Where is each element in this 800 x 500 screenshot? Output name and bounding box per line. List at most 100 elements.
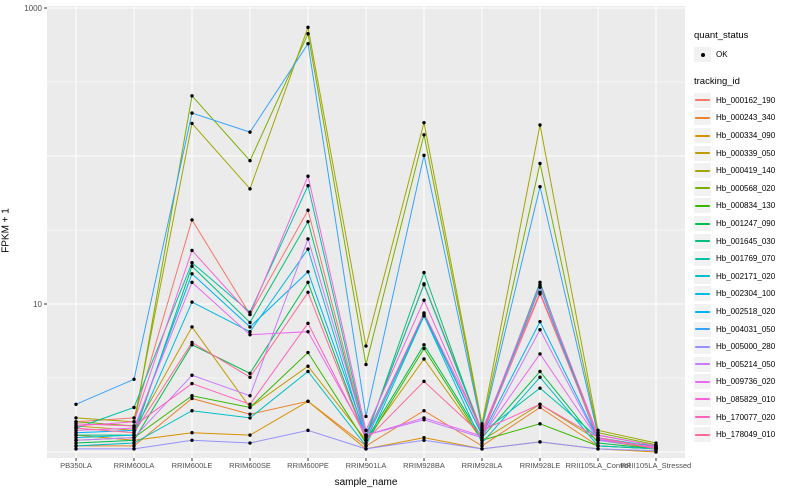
data-point: [248, 375, 252, 379]
data-point: [538, 280, 542, 285]
legend-item-label: Hb_005000_280: [716, 342, 776, 352]
data-point: [248, 412, 252, 416]
data-point: [74, 438, 78, 442]
x-tick-label: RRIM600PE: [287, 461, 329, 470]
point-icon: [700, 52, 705, 57]
series-color-line: [695, 116, 710, 119]
legend-tracking-id-items: Hb_000162_190 Hb_000243_340 Hb_000334_090 H…: [694, 92, 800, 444]
data-point: [306, 270, 310, 274]
y-tick-label: 1000: [24, 3, 42, 13]
data-point: [248, 416, 252, 420]
legend-item: Hb_001645_030: [694, 232, 800, 250]
legend-quant-status-title: quant_status: [694, 30, 749, 41]
series-color-line: [695, 380, 710, 383]
data-point: [538, 161, 542, 166]
line-swatch-key: [694, 286, 711, 302]
data-point: [132, 438, 136, 442]
legend-item-label: Hb_004031_050: [716, 324, 776, 334]
data-point: [248, 187, 252, 191]
series-color-line: [695, 152, 710, 155]
data-point: [422, 343, 426, 347]
data-point: [480, 428, 484, 433]
data-point: [422, 416, 426, 420]
data-point: [364, 433, 368, 437]
data-point: [422, 270, 426, 275]
data-point: [654, 447, 658, 451]
data-point: [248, 402, 252, 407]
data-point: [74, 416, 78, 420]
data-point: [132, 444, 136, 448]
data-point: [364, 435, 368, 440]
data-point: [190, 343, 194, 347]
data-point: [422, 435, 426, 440]
data-point: [422, 311, 426, 315]
data-point: [306, 208, 310, 212]
data-point: [538, 402, 542, 407]
legend-item: Hb_000834_130: [694, 197, 800, 215]
line-swatch-key: [694, 304, 711, 320]
legend-item-label: Hb_009736_020: [716, 377, 776, 387]
data-point: [248, 333, 252, 337]
legend-item: Hb_000243_340: [694, 109, 800, 127]
data-point: [306, 428, 310, 433]
legend: quant_status OK tracking_id Hb_000162_19…: [694, 30, 800, 443]
legend-item-label: Hb_170077_020: [716, 412, 776, 422]
data-point: [190, 381, 194, 386]
line-swatch-key: [694, 409, 711, 425]
series-color-line: [695, 328, 710, 331]
x-tick-label: RRII105LA_Control: [565, 461, 631, 470]
data-point: [190, 121, 194, 126]
data-point: [248, 320, 252, 325]
data-point: [248, 158, 252, 163]
data-point: [538, 292, 542, 296]
data-point: [132, 435, 136, 440]
legend-item-label: Hb_000339_050: [716, 148, 776, 158]
data-point: [596, 435, 600, 440]
y-tick-label: 10: [33, 299, 42, 309]
line-swatch-key: [694, 163, 711, 179]
legend-item-label: Hb_002518_020: [716, 307, 776, 317]
data-point: [74, 431, 78, 435]
point-symbol-key: [694, 47, 711, 63]
data-point: [364, 414, 368, 419]
data-point: [74, 447, 78, 451]
data-point: [364, 441, 368, 445]
data-point: [132, 441, 136, 445]
line-swatch-key: [694, 216, 711, 232]
series-color-line: [695, 363, 710, 366]
data-point: [538, 328, 542, 332]
line-swatch-key: [694, 374, 711, 390]
data-point: [132, 377, 136, 381]
data-point: [74, 433, 78, 437]
legend-item-label: Hb_001645_030: [716, 236, 776, 246]
line-swatch-key: [694, 391, 711, 407]
data-point: [306, 237, 310, 241]
data-point: [480, 444, 484, 448]
data-point: [190, 340, 194, 345]
line-swatch-key: [694, 110, 711, 126]
line-swatch-key: [694, 180, 711, 196]
data-point: [190, 272, 194, 276]
data-point: [538, 405, 542, 410]
data-point: [306, 350, 310, 355]
data-point: [132, 431, 136, 435]
data-point: [74, 402, 78, 407]
data-point: [248, 371, 252, 376]
series-color-line: [695, 345, 710, 348]
data-point: [480, 438, 484, 442]
data-point: [132, 420, 136, 424]
x-axis-title: sample_name: [334, 477, 398, 488]
series-color-line: [695, 275, 710, 278]
data-point: [190, 396, 194, 401]
data-point: [248, 130, 252, 134]
data-point: [306, 32, 310, 36]
legend-item: Hb_001247_090: [694, 215, 800, 233]
data-point: [654, 444, 658, 448]
legend-tracking-id-title: tracking_id: [694, 75, 740, 87]
series-color-line: [695, 257, 710, 260]
data-point: [422, 438, 426, 442]
data-point: [132, 424, 136, 428]
data-point: [422, 379, 426, 384]
data-point: [364, 428, 368, 433]
data-point: [306, 247, 310, 251]
